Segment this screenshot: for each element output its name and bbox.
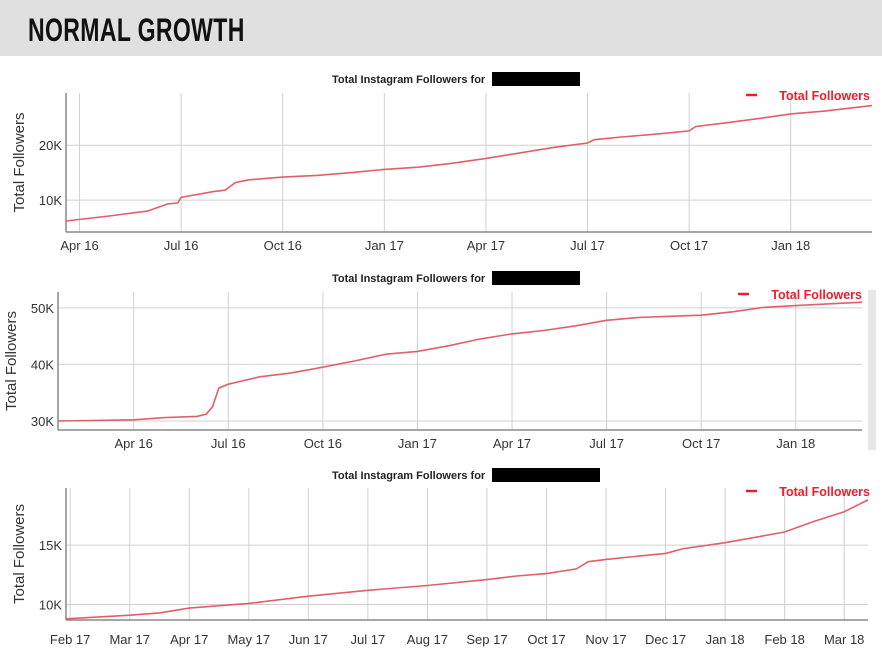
series-line-total-followers (65, 499, 869, 620)
x-tick-label: May 17 (227, 632, 270, 647)
x-tick-label: Oct 16 (304, 436, 342, 451)
y-axis-label: Total Followers (3, 311, 20, 411)
legend-label: Total Followers (771, 288, 862, 302)
x-tick-label: Oct 17 (682, 436, 720, 451)
y-tick-label: 15K (39, 538, 62, 553)
legend-label: Total Followers (779, 485, 870, 499)
x-tick-label: Jan 18 (776, 436, 815, 451)
redaction-box (492, 271, 580, 285)
x-tick-label: Mar 18 (824, 632, 864, 647)
x-tick-label: Jan 17 (398, 436, 437, 451)
y-axis-label: Total Followers (11, 112, 28, 212)
legend-label: Total Followers (779, 89, 870, 103)
x-tick-label: Aug 17 (407, 632, 448, 647)
redaction-box (492, 468, 600, 482)
x-tick-label: Jan 17 (365, 238, 404, 253)
x-tick-label: Jul 16 (164, 238, 199, 253)
x-tick-label: Jun 17 (289, 632, 328, 647)
x-tick-label: Oct 17 (670, 238, 708, 253)
x-tick-label: Jul 16 (211, 436, 246, 451)
redaction-box (492, 72, 580, 86)
y-tick-label: 20K (39, 138, 62, 153)
x-tick-label: Oct 16 (264, 238, 302, 253)
x-tick-label: Feb 17 (50, 632, 90, 647)
chart-title: Total Instagram Followers for (332, 470, 486, 482)
x-tick-label: Apr 17 (493, 436, 531, 451)
y-tick-label: 10K (39, 193, 62, 208)
x-tick-label: Jan 18 (771, 238, 810, 253)
chart-3: Feb 17 Mar 17 Apr 17 May 17 Jun 17 Jul 17 Aug … (11, 468, 870, 647)
x-tick-label: Jan 18 (706, 632, 745, 647)
header-banner: NORMAL GROWTH (0, 0, 882, 56)
scroll-edge (868, 290, 876, 450)
chart-2: Apr 16 Jul 16 Oct 16 Jan 17 Apr 17 Jul 17 Oct … (3, 271, 862, 451)
y-tick-label: 40K (31, 357, 54, 372)
x-tick-label: Apr 16 (115, 436, 153, 451)
x-tick-label: Apr 17 (170, 632, 208, 647)
x-tick-label: Dec 17 (645, 632, 686, 647)
x-tick-label: Feb 18 (764, 632, 804, 647)
series-line-total-followers (65, 104, 873, 222)
x-tick-label: Jul 17 (570, 238, 605, 253)
x-tick-label: Nov 17 (585, 632, 626, 647)
x-tick-label: Jul 17 (589, 436, 624, 451)
series-line-total-followers (57, 301, 863, 422)
chart-1: Apr 16 Jul 16 Oct 16 Jan 17 Apr 17 Jul 17 Oct … (11, 72, 873, 253)
x-tick-label: Apr 16 (60, 238, 98, 253)
y-axis-label: Total Followers (11, 504, 28, 604)
y-tick-label: 10K (39, 598, 62, 613)
x-tick-label: Jul 17 (351, 632, 386, 647)
y-tick-label: 30K (31, 414, 54, 429)
x-tick-label: Oct 17 (527, 632, 565, 647)
x-tick-label: Sep 17 (466, 632, 507, 647)
page-title: NORMAL GROWTH (28, 12, 245, 48)
y-tick-label: 50K (31, 301, 54, 316)
chart-title: Total Instagram Followers for (332, 273, 486, 285)
chart-title: Total Instagram Followers for (332, 74, 486, 86)
x-tick-label: Mar 17 (109, 632, 149, 647)
x-tick-label: Apr 17 (467, 238, 505, 253)
